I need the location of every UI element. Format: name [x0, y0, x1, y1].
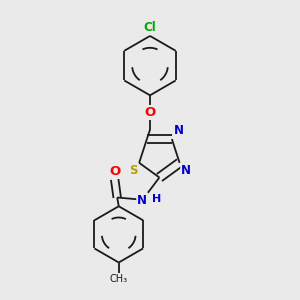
Text: S: S — [129, 164, 138, 177]
Text: O: O — [109, 165, 120, 178]
Text: O: O — [144, 106, 156, 119]
Text: Cl: Cl — [144, 21, 156, 34]
Text: H: H — [152, 194, 161, 204]
Text: N: N — [173, 124, 183, 137]
Text: N: N — [181, 164, 191, 177]
Text: CH₃: CH₃ — [110, 274, 128, 284]
Text: N: N — [137, 194, 147, 206]
